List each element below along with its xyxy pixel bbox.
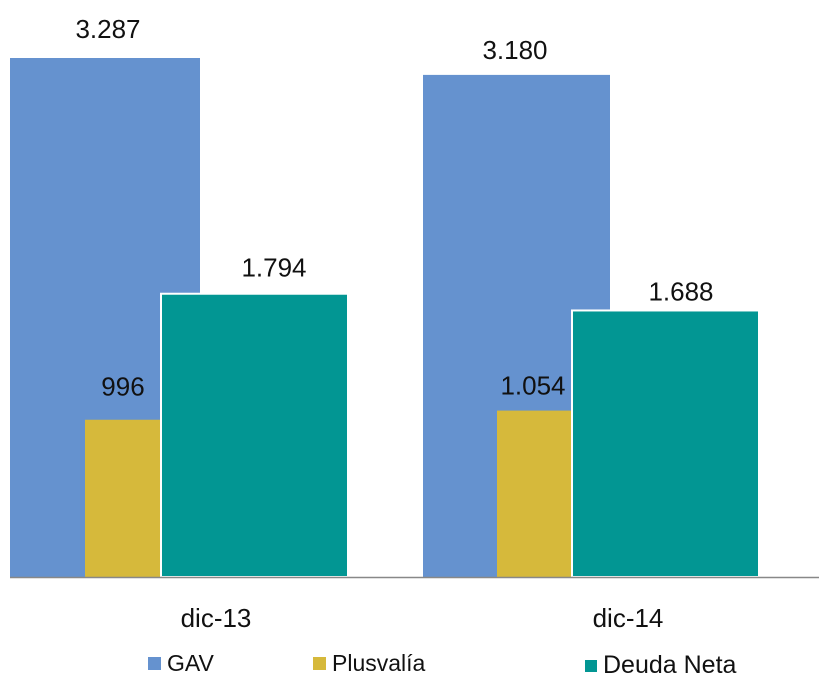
legend-label-deuda-neta: Deuda Neta — [603, 651, 737, 679]
data-label-plusval-a-dic-13: 996 — [101, 372, 144, 402]
legend-swatch-plusvalia — [313, 657, 326, 670]
bar-chart: 3.287 3.180 996 1.054 1.794 1.688 dic-13 dic-14 — [10, 14, 819, 633]
legend-label-plusvalia: Plusvalía — [332, 650, 426, 676]
x-tick-label-dic-13: dic-13 — [181, 603, 252, 633]
data-label-deuda-neta-dic-14: 1.688 — [648, 276, 713, 306]
legend-item-gav: GAV — [148, 650, 214, 677]
bar-plusval-a-dic-13 — [85, 419, 161, 577]
data-label-gav-dic-13: 3.287 — [75, 14, 140, 44]
bar-deuda-neta-dic-13 — [160, 292, 349, 578]
legend-item-plusvalia: Plusvalía — [313, 650, 425, 677]
data-label-gav-dic-14: 3.180 — [482, 35, 547, 65]
data-label-deuda-neta-dic-13: 1.794 — [241, 253, 306, 283]
x-tick-label-dic-14: dic-14 — [593, 603, 664, 633]
legend: GAV Plusvalía Deuda Neta — [0, 640, 819, 680]
legend-swatch-gav — [148, 657, 161, 670]
bar-deuda-neta-dic-14 — [571, 309, 760, 578]
legend-item-deuda-neta: Deuda Neta — [585, 651, 736, 680]
bar-plusval-a-dic-14 — [497, 410, 572, 577]
legend-swatch-deuda-neta — [585, 659, 597, 672]
legend-label-gav: GAV — [167, 650, 214, 676]
data-label-plusval-a-dic-14: 1.054 — [500, 371, 565, 401]
